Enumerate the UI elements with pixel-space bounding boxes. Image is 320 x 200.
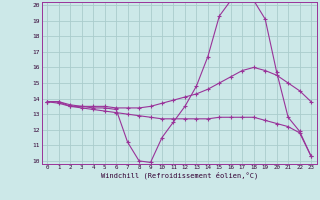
X-axis label: Windchill (Refroidissement éolien,°C): Windchill (Refroidissement éolien,°C) xyxy=(100,172,258,179)
